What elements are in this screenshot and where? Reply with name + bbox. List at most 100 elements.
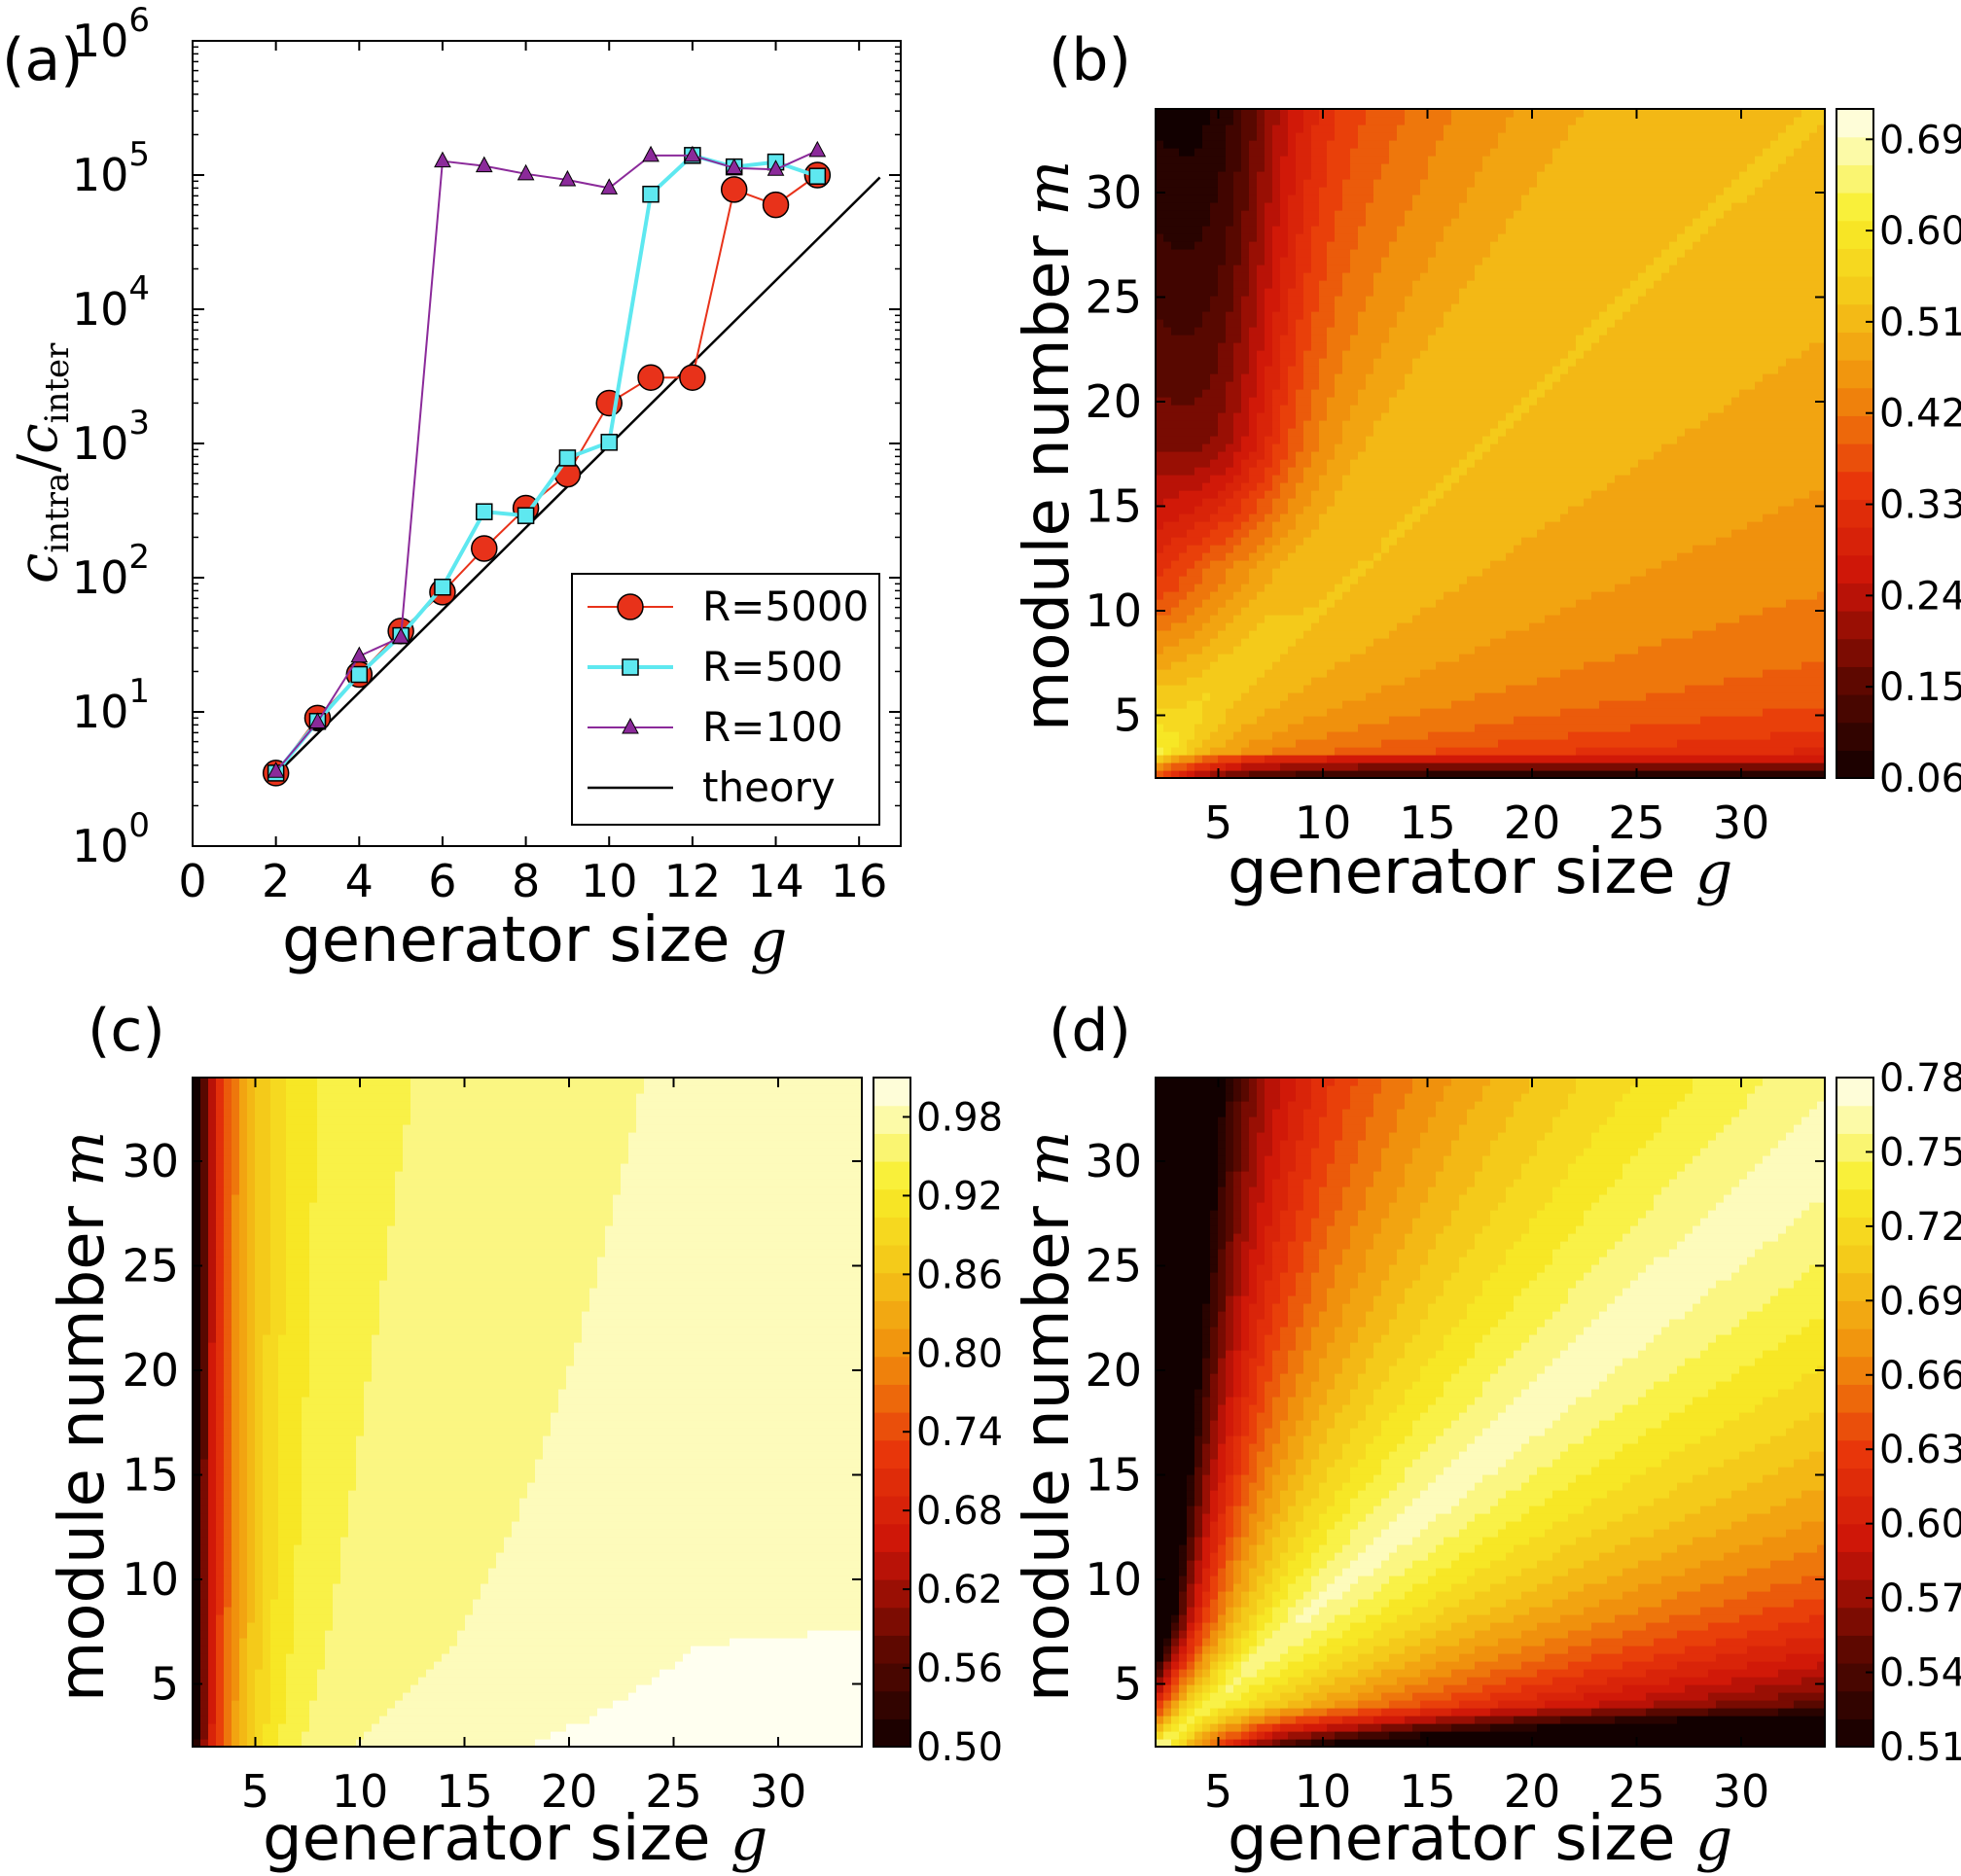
heat-cell: [1459, 156, 1468, 164]
heat-cell: [1303, 498, 1312, 507]
heat-cell: [1490, 770, 1499, 778]
heat-cell: [1342, 311, 1351, 320]
heat-cell: [1233, 506, 1242, 514]
heat-cell: [1288, 490, 1297, 499]
heat-cell: [1288, 405, 1297, 413]
heat-cell: [1194, 109, 1203, 118]
heat-cell: [1156, 420, 1164, 429]
heat-cell: [1358, 428, 1367, 437]
heat-cell: [1319, 560, 1328, 569]
heat-cell: [1366, 428, 1374, 437]
heat-cell: [1319, 187, 1328, 195]
heat-cell: [1373, 630, 1382, 639]
data-point: [600, 178, 619, 195]
heat-cell: [1179, 350, 1188, 359]
heat-cell: [1529, 731, 1538, 740]
heat-cell: [1521, 148, 1530, 157]
heat-cell: [1444, 529, 1452, 538]
heat-cell: [1467, 171, 1476, 180]
heat-cell: [1156, 428, 1164, 437]
heat-cell: [1459, 467, 1468, 476]
heat-cell: [1552, 560, 1561, 569]
heat-cell: [1202, 451, 1211, 460]
heat-cell: [1280, 467, 1289, 476]
heat-cell: [1459, 607, 1468, 616]
data-point: [637, 364, 664, 391]
heat-cell: [1537, 171, 1546, 180]
heat-cell: [1436, 646, 1444, 655]
heat-cell: [1233, 529, 1242, 538]
heat-cell: [1156, 490, 1164, 499]
heat-cell: [1342, 109, 1351, 118]
heat-cell: [1265, 638, 1273, 647]
heat-cell: [1218, 568, 1227, 577]
heat-cell: [1233, 537, 1242, 546]
heat-cell: [1584, 724, 1592, 732]
heat-cell: [1584, 397, 1592, 406]
heat-cell: [1296, 218, 1304, 227]
heat-cell: [1506, 366, 1515, 374]
heat-cell: [1451, 654, 1460, 662]
heat-cell: [1187, 467, 1195, 476]
heat-cell: [1521, 669, 1530, 678]
heat-cell: [1350, 350, 1359, 359]
heat-cell: [1552, 677, 1561, 686]
heat-cell: [1350, 576, 1359, 584]
heat-cell: [1358, 552, 1367, 561]
heat-cell: [1389, 451, 1398, 460]
heat-cell: [1568, 731, 1577, 740]
heat-cell: [1568, 405, 1577, 413]
heat-cell: [1210, 724, 1219, 732]
heat-cell: [1397, 552, 1406, 561]
heat-cell: [1319, 210, 1328, 219]
heat-cell: [1405, 700, 1413, 709]
heat-cell: [1335, 521, 1343, 530]
heat-cell: [1568, 389, 1577, 398]
heat-cell: [1327, 218, 1336, 227]
heat-cell: [1272, 654, 1281, 662]
heat-cell: [1241, 482, 1250, 491]
heat-cell: [1257, 747, 1266, 756]
heat-cell: [1194, 132, 1203, 141]
heat-cell: [1490, 747, 1499, 756]
heat-cell: [1257, 296, 1266, 304]
heat-cell: [1272, 552, 1281, 561]
heat-cell: [1358, 630, 1367, 639]
heat-cell: [1506, 187, 1515, 195]
heat-cell: [1405, 124, 1413, 133]
heat-cell: [1358, 397, 1367, 406]
heat-cell: [1319, 459, 1328, 468]
heat-cell: [1560, 202, 1569, 211]
heat-cell: [1265, 335, 1273, 343]
heat-cell: [1272, 358, 1281, 367]
heat-cell: [1498, 179, 1507, 188]
heat-cell: [1576, 552, 1585, 561]
heat-cell: [1156, 677, 1164, 686]
heat-cell: [1311, 630, 1320, 639]
heat-cell: [1428, 342, 1437, 351]
heat-cell: [1358, 490, 1367, 499]
heat-cell: [1296, 319, 1304, 328]
heat-cell: [1475, 739, 1483, 748]
heat-cell: [1358, 762, 1367, 771]
heat-cell: [1475, 171, 1483, 180]
heat-cell: [1560, 350, 1569, 359]
heat-cell: [1545, 622, 1553, 631]
heat-cell: [1257, 622, 1266, 631]
heat-cell: [1202, 552, 1211, 561]
heat-cell: [1428, 257, 1437, 265]
heat-cell: [1202, 506, 1211, 514]
heat-cell: [1311, 443, 1320, 452]
heat-cell: [1319, 506, 1328, 514]
heat-cell: [1288, 272, 1297, 281]
heat-cell: [1498, 607, 1507, 616]
heat-cell: [1405, 576, 1413, 584]
heat-cell: [1335, 654, 1343, 662]
heat-cell: [1327, 272, 1336, 281]
heat-cell: [1428, 622, 1437, 631]
heat-cell: [1311, 669, 1320, 678]
heat-cell: [1226, 661, 1234, 670]
heat-cell: [1405, 171, 1413, 180]
heat-cell: [1545, 770, 1553, 778]
heat-cell: [1451, 132, 1460, 141]
